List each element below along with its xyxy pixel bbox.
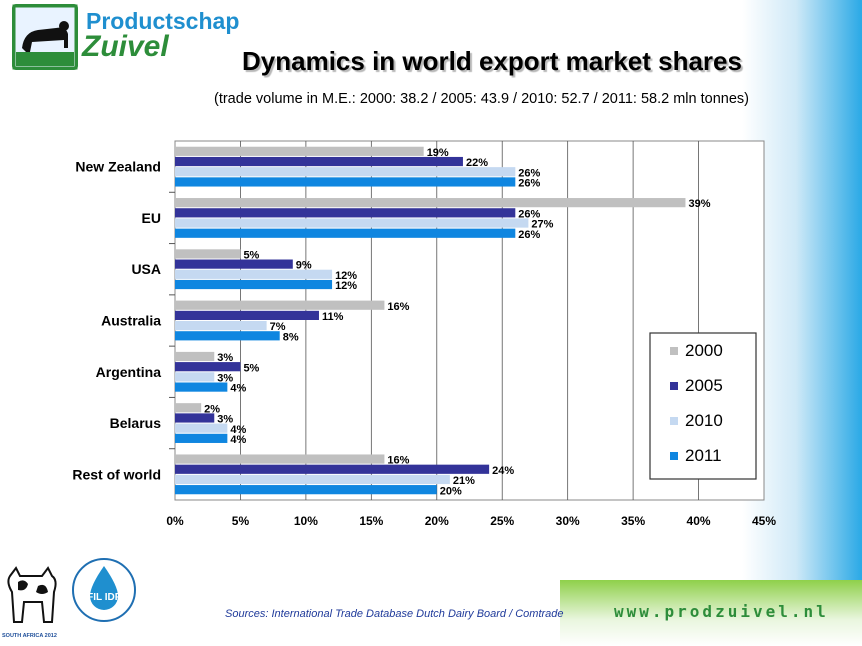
legend-swatch-2011 — [670, 452, 678, 460]
bar-2011-4 — [175, 382, 228, 392]
x-tick-label-25: 25% — [490, 514, 514, 528]
category-label-2: USA — [131, 261, 161, 277]
bar-2005-5 — [175, 413, 215, 423]
idf-logo-text: FIL IDF — [87, 592, 121, 603]
x-tick-label-10: 10% — [294, 514, 318, 528]
category-label-6: Rest of world — [72, 466, 161, 482]
source-note: Sources: International Trade Database Du… — [225, 608, 564, 620]
bar-2010-1 — [175, 218, 529, 228]
x-tick-label-0: 0% — [166, 514, 184, 528]
data-label-2000-3: 16% — [387, 301, 409, 313]
data-label-2005-1: 26% — [518, 208, 540, 220]
bar-2000-5 — [175, 403, 202, 413]
data-label-2011-4: 4% — [230, 383, 246, 395]
data-label-2010-4: 3% — [217, 372, 233, 384]
bar-2010-4 — [175, 372, 215, 382]
productschap-zuivel-logo: Productschap Zuivel — [12, 4, 239, 74]
data-label-2010-1: 27% — [531, 219, 553, 231]
bar-2011-5 — [175, 433, 228, 443]
data-label-2011-6: 20% — [440, 485, 462, 497]
brand-name-line1: Productschap — [86, 8, 240, 34]
data-label-2000-4: 3% — [217, 352, 233, 364]
bar-2011-2 — [175, 279, 333, 290]
x-tick-label-40: 40% — [687, 514, 711, 528]
bar-2000-6 — [175, 454, 385, 464]
background-gradient-bottom — [560, 580, 862, 646]
data-label-2010-6: 21% — [453, 475, 475, 487]
category-label-3: Australia — [101, 313, 161, 329]
x-tick-label-20: 20% — [425, 514, 449, 528]
legend-swatch-2005 — [670, 382, 678, 390]
bar-2010-5 — [175, 423, 228, 433]
x-tick-label-30: 30% — [556, 514, 580, 528]
bar-2000-3 — [175, 300, 385, 310]
bar-2005-0 — [175, 156, 463, 167]
data-label-2005-2: 9% — [296, 260, 312, 272]
data-label-2005-5: 3% — [217, 414, 233, 426]
bar-2005-4 — [175, 362, 241, 372]
data-label-2005-4: 5% — [243, 362, 259, 374]
page-subtitle: (trade volume in M.E.: 2000: 38.2 / 2005… — [214, 91, 749, 107]
bar-2000-4 — [175, 351, 215, 362]
bar-2010-3 — [175, 321, 267, 331]
data-label-2010-0: 26% — [518, 167, 540, 179]
data-label-2005-3: 11% — [322, 311, 344, 323]
bar-2000-1 — [175, 198, 686, 208]
data-label-2000-2: 5% — [243, 250, 259, 262]
data-label-2000-0: 19% — [427, 147, 449, 159]
bar-2005-1 — [175, 208, 516, 218]
page-title: Dynamics in world export market shares — [242, 46, 742, 76]
x-tick-label-15: 15% — [359, 514, 383, 528]
idf-logo: FIL IDF — [70, 556, 138, 624]
data-label-2011-1: 26% — [518, 229, 540, 241]
bar-2005-6 — [175, 464, 490, 474]
bar-chart: 0% 5% 10% 15% 20% 25% 30% 35% 40% 45% New Zealand 1… — [72, 140, 776, 528]
bar-2011-0 — [175, 177, 516, 187]
data-label-2000-1: 39% — [688, 198, 710, 210]
website-link[interactable]: www.prodzuivel.nl — [614, 602, 829, 621]
category-label-0: New Zealand — [75, 159, 161, 175]
data-label-2000-5: 2% — [204, 403, 220, 415]
bar-2011-3 — [175, 331, 280, 341]
data-label-2011-0: 26% — [518, 178, 540, 190]
category-label-4: Argentina — [96, 364, 162, 380]
cow-logo — [2, 562, 66, 644]
bar-2011-1 — [175, 228, 516, 238]
bar-2010-6 — [175, 474, 450, 485]
legend-label-2011: 2011 — [685, 446, 722, 465]
data-label-2000-6: 16% — [387, 455, 409, 467]
legend-label-2005: 2005 — [685, 376, 723, 395]
data-label-2010-2: 12% — [335, 270, 357, 282]
logo-emblem — [12, 4, 78, 70]
category-label-5: Belarus — [110, 415, 162, 431]
bar-2005-3 — [175, 310, 319, 320]
bar-2011-6 — [175, 485, 437, 495]
category-label-1: EU — [142, 210, 161, 226]
data-label-2011-2: 12% — [335, 280, 357, 292]
bar-2010-2 — [175, 269, 333, 279]
x-tick-label-45: 45% — [752, 514, 776, 528]
event-caption: SOUTH AFRICA 2012 — [2, 633, 57, 639]
bar-2000-2 — [175, 249, 241, 259]
legend-box — [649, 332, 757, 480]
bar-2005-2 — [175, 259, 293, 269]
legend-label-2000: 2000 — [685, 341, 723, 360]
data-label-2010-3: 7% — [270, 321, 286, 333]
data-label-2005-0: 22% — [466, 157, 488, 169]
legend-swatch-2010 — [670, 417, 678, 425]
x-tick-label-35: 35% — [621, 514, 645, 528]
x-tick-label-5: 5% — [232, 514, 250, 528]
data-label-2010-5: 4% — [230, 424, 246, 436]
brand-name-line2: Zuivel — [82, 30, 169, 63]
bar-2000-0 — [175, 146, 424, 156]
data-label-2011-5: 4% — [230, 434, 246, 446]
legend-label-2010: 2010 — [685, 411, 723, 430]
data-label-2005-6: 24% — [492, 465, 514, 477]
bar-2010-0 — [175, 167, 516, 177]
legend-swatch-2000 — [670, 347, 678, 355]
data-label-2011-3: 8% — [283, 331, 299, 343]
